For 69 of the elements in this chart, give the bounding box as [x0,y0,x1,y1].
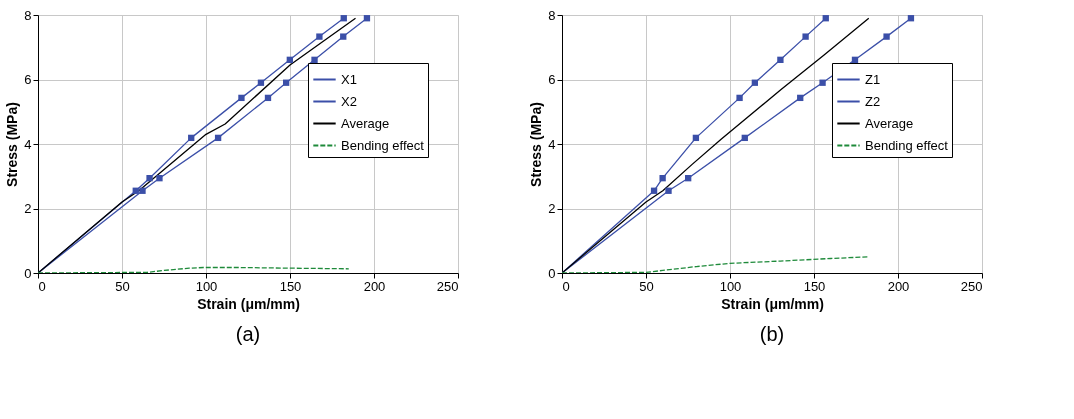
point [741,134,748,142]
y-tick-label: 8 [548,7,556,23]
x-tick-label: 50 [115,278,130,294]
x-tick-label: 50 [639,278,654,294]
point [692,134,700,142]
x-tick-label: 200 [363,278,386,294]
point [659,175,666,182]
point [139,187,146,194]
point [311,56,318,63]
y-axis-title: Stress (MPa) [4,102,21,187]
point [340,33,347,40]
point [340,15,347,22]
point [282,79,290,86]
legend-label: Average [865,115,914,131]
point [851,56,859,63]
line-series [562,256,869,273]
point [907,15,915,22]
point [132,187,139,194]
point [264,94,272,102]
y-tick-label: 0 [548,265,556,281]
point [819,79,826,86]
point [286,56,293,63]
y-tick-label: 8 [24,7,32,23]
x-tick-label: 200 [887,278,910,294]
y-tick-label: 0 [24,265,32,281]
x-axis-title: Strain (μm/mm) [721,295,824,312]
point [363,15,371,22]
x-tick-label: 100 [719,278,742,294]
y-axis-title: Stress (MPa) [528,102,545,187]
point [751,79,759,86]
x-tick-label: 250 [436,278,459,294]
x-tick-label: 150 [803,278,826,294]
point [316,33,323,40]
point [146,175,153,182]
x-tick-label: 250 [960,278,983,294]
point [238,94,245,102]
point [257,79,265,86]
y-tick-label: 2 [24,201,32,216]
legend-label: Z1 [865,71,881,87]
x-tick-label: 100 [195,278,218,294]
point [685,175,692,182]
y-tick-label: 6 [24,72,32,87]
point [665,187,672,194]
y-tick-label: 2 [548,201,556,216]
x-tick-label: 0 [38,278,46,294]
point [736,94,743,102]
point [188,134,195,142]
point [214,134,222,142]
legend-label: Average [341,115,390,131]
point [777,56,784,63]
point [797,94,804,102]
x-tick-label: 0 [562,278,570,294]
legend-label: Bending effect [865,137,949,153]
text: (b) [759,323,785,345]
x-tick-label: 150 [279,278,302,294]
legend-label: Bending effect [341,137,425,153]
y-tick-label: 4 [548,136,556,152]
legend-label: Z2 [865,93,881,109]
point [156,175,163,182]
y-tick-label: 4 [24,136,32,152]
text: (a) [235,323,261,345]
x-axis-title: Strain (μm/mm) [197,295,300,312]
legend-label: X2 [341,93,357,109]
point [802,33,809,40]
legend-label: X1 [341,71,357,87]
point [883,33,890,40]
point [822,15,829,22]
y-tick-label: 6 [548,72,556,87]
point [650,187,658,194]
